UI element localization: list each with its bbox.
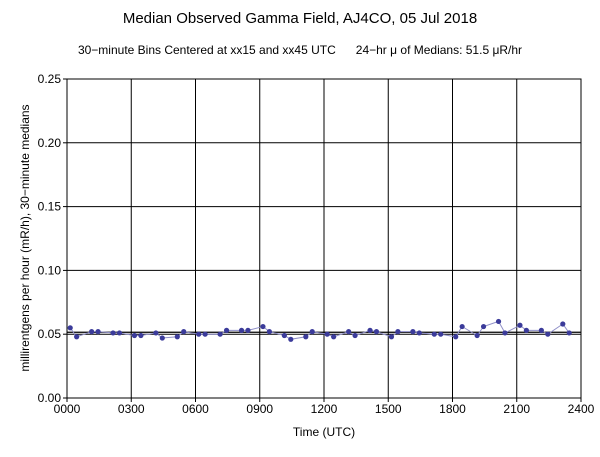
data-point	[67, 325, 73, 331]
data-point	[89, 329, 95, 335]
x-tick-label: 0600	[182, 402, 209, 416]
y-tick-label: 0.15	[38, 200, 62, 214]
data-point	[373, 329, 380, 335]
x-tick-label: 1500	[375, 402, 402, 416]
data-point	[153, 330, 159, 336]
data-point	[245, 327, 251, 333]
data-point	[453, 334, 459, 340]
x-tick-label: 1200	[311, 402, 338, 416]
data-point	[395, 329, 401, 335]
data-point	[367, 327, 373, 333]
data-point	[495, 318, 502, 325]
data-point	[138, 332, 144, 339]
data-point	[560, 321, 566, 327]
y-tick-label: 0.05	[38, 327, 62, 341]
y-tick-label: 0.10	[38, 263, 62, 277]
x-tick-label: 2400	[568, 402, 595, 416]
chart-subtitle: 30−minute Bins Centered at xx15 and xx45…	[0, 43, 600, 57]
subtitle-bins-text: 30−minute Bins Centered at xx15 and xx45…	[77, 43, 336, 57]
data-point	[181, 329, 187, 335]
data-point	[438, 331, 444, 337]
chart-title: Median Observed Gamma Field, AJ4CO, 05 J…	[122, 10, 478, 27]
data-point	[523, 327, 529, 333]
data-point	[266, 329, 272, 335]
data-point	[324, 331, 330, 337]
data-point	[416, 330, 422, 336]
data-point	[474, 332, 480, 339]
y-axis-label: millirentgens per hour (mR/h), 30−minute…	[18, 104, 32, 371]
data-point	[131, 332, 138, 339]
data-point	[538, 327, 544, 333]
data-point	[388, 334, 395, 340]
subtitle-mean-text: 24−hr μ of Medians: 51.5 μR/hr	[355, 43, 523, 57]
x-axis-label: Time (UTC)	[293, 425, 355, 439]
data-point	[502, 330, 508, 336]
y-tick-label: 0.20	[38, 136, 62, 150]
x-tick-label: 2100	[503, 402, 530, 416]
data-point	[95, 329, 101, 335]
x-tick-label: 0000	[54, 402, 81, 416]
y-tick-label: 0.25	[38, 72, 62, 86]
data-point	[410, 329, 416, 335]
data-point	[480, 323, 487, 330]
data-point	[288, 336, 294, 342]
data-point	[159, 335, 165, 341]
data-point	[352, 332, 358, 339]
x-tick-label: 1800	[439, 402, 466, 416]
data-point	[116, 330, 123, 336]
data-point	[303, 334, 309, 340]
data-point	[431, 331, 437, 337]
x-tick-label: 0900	[246, 402, 273, 416]
y-tick-label: 0.00	[38, 391, 62, 405]
data-point	[517, 322, 523, 328]
data-point	[260, 323, 266, 330]
data-point	[217, 331, 223, 337]
data-point	[331, 334, 337, 340]
series-line	[69, 320, 570, 340]
data-point	[238, 327, 245, 333]
data-point	[459, 323, 465, 330]
data-point	[174, 334, 180, 340]
data-point	[196, 331, 202, 337]
x-tick-label: 0300	[118, 402, 145, 416]
data-point	[223, 327, 230, 333]
axes: 0000 0300 0600 0900 1200 1500 1800 2100 2400 0.00…	[38, 72, 595, 416]
data-point	[202, 331, 208, 337]
grid-lines	[66, 78, 582, 399]
data-point	[309, 329, 315, 335]
data-series	[67, 318, 572, 342]
data-point	[74, 334, 80, 340]
data-point	[110, 330, 116, 336]
data-point	[545, 331, 551, 337]
data-point	[346, 329, 352, 335]
data-point	[566, 330, 572, 336]
data-point	[281, 332, 287, 339]
